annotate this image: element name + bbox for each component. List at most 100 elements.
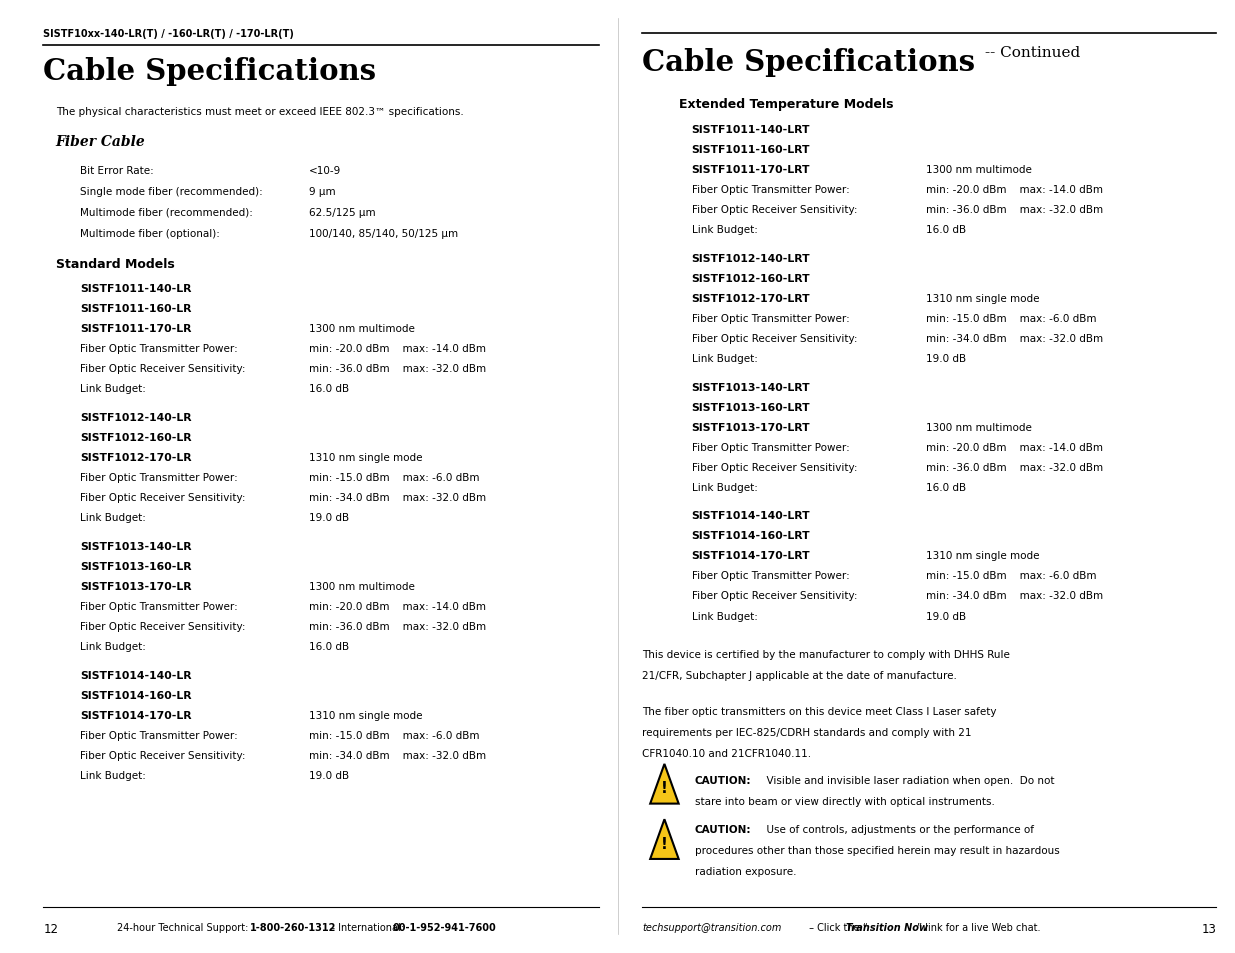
Text: SISTF1012-160-LR: SISTF1012-160-LR	[80, 433, 191, 442]
Text: SISTF1013-140-LRT: SISTF1013-140-LRT	[692, 382, 810, 392]
Text: SISTF1012-170-LR: SISTF1012-170-LR	[80, 453, 191, 462]
Text: 1300 nm multimode: 1300 nm multimode	[309, 581, 415, 591]
Text: 1310 nm single mode: 1310 nm single mode	[926, 551, 1040, 560]
Text: – International:: – International:	[327, 923, 408, 932]
Text: SISTF1012-140-LR: SISTF1012-140-LR	[80, 413, 191, 422]
Text: SISTF1011-140-LR: SISTF1011-140-LR	[80, 284, 191, 294]
Text: Link Budget:: Link Budget:	[80, 641, 146, 651]
Text: Bit Error Rate:: Bit Error Rate:	[80, 166, 154, 175]
Text: ” link for a live Web chat.: ” link for a live Web chat.	[916, 923, 1040, 932]
Text: Cable Specifications: Cable Specifications	[43, 57, 377, 86]
Text: – Click the “: – Click the “	[805, 923, 868, 932]
Text: 1310 nm single mode: 1310 nm single mode	[926, 294, 1040, 303]
Text: min: -34.0 dBm    max: -32.0 dBm: min: -34.0 dBm max: -32.0 dBm	[309, 493, 485, 502]
Text: min: -15.0 dBm    max: -6.0 dBm: min: -15.0 dBm max: -6.0 dBm	[926, 571, 1097, 580]
Text: 16.0 dB: 16.0 dB	[926, 482, 966, 492]
Text: 1300 nm multimode: 1300 nm multimode	[926, 165, 1032, 174]
Text: CFR1040.10 and 21CFR1040.11.: CFR1040.10 and 21CFR1040.11.	[642, 748, 811, 758]
Text: procedures other than those specified herein may result in hazardous: procedures other than those specified he…	[694, 845, 1060, 855]
Text: Link Budget:: Link Budget:	[692, 611, 757, 620]
Text: min: -36.0 dBm    max: -32.0 dBm: min: -36.0 dBm max: -32.0 dBm	[309, 364, 485, 374]
Text: 1300 nm multimode: 1300 nm multimode	[309, 324, 415, 334]
Text: Fiber Optic Receiver Sensitivity:: Fiber Optic Receiver Sensitivity:	[692, 205, 857, 214]
Text: SISTF1011-160-LR: SISTF1011-160-LR	[80, 304, 191, 314]
Text: min: -20.0 dBm    max: -14.0 dBm: min: -20.0 dBm max: -14.0 dBm	[926, 185, 1103, 194]
Text: SISTF1012-160-LRT: SISTF1012-160-LRT	[692, 274, 810, 283]
Text: Extended Temperature Models: Extended Temperature Models	[679, 98, 894, 112]
Text: Fiber Optic Receiver Sensitivity:: Fiber Optic Receiver Sensitivity:	[80, 493, 246, 502]
Text: requirements per IEC-825/CDRH standards and comply with 21: requirements per IEC-825/CDRH standards …	[642, 727, 972, 737]
Text: Fiber Optic Receiver Sensitivity:: Fiber Optic Receiver Sensitivity:	[80, 621, 246, 631]
Text: CAUTION:: CAUTION:	[694, 824, 751, 834]
Text: SISTF1014-170-LR: SISTF1014-170-LR	[80, 710, 191, 720]
Text: Link Budget:: Link Budget:	[692, 354, 757, 363]
Text: Fiber Optic Transmitter Power:: Fiber Optic Transmitter Power:	[692, 185, 850, 194]
Text: Cable Specifications: Cable Specifications	[642, 48, 976, 76]
Text: The fiber optic transmitters on this device meet Class I Laser safety: The fiber optic transmitters on this dev…	[642, 706, 997, 716]
Text: Link Budget:: Link Budget:	[80, 384, 146, 394]
Text: CAUTION:: CAUTION:	[694, 775, 751, 784]
Text: Fiber Optic Transmitter Power:: Fiber Optic Transmitter Power:	[692, 571, 850, 580]
Text: 1310 nm single mode: 1310 nm single mode	[309, 453, 422, 462]
Polygon shape	[650, 820, 679, 859]
Text: SISTF1011-170-LR: SISTF1011-170-LR	[80, 324, 191, 334]
Text: !: !	[661, 781, 668, 796]
Text: 12: 12	[43, 923, 58, 936]
Text: SISTF1014-140-LRT: SISTF1014-140-LRT	[692, 511, 810, 520]
Text: min: -20.0 dBm    max: -14.0 dBm: min: -20.0 dBm max: -14.0 dBm	[309, 344, 485, 354]
Text: !: !	[661, 836, 668, 851]
Text: 100/140, 85/140, 50/125 μm: 100/140, 85/140, 50/125 μm	[309, 229, 458, 238]
Text: Transition Now: Transition Now	[846, 923, 927, 932]
Text: SISTF1014-160-LRT: SISTF1014-160-LRT	[692, 531, 810, 540]
Text: 24-hour Technical Support:: 24-hour Technical Support:	[117, 923, 252, 932]
Text: Link Budget:: Link Budget:	[80, 513, 146, 522]
Text: Link Budget:: Link Budget:	[692, 482, 757, 492]
Text: radiation exposure.: radiation exposure.	[694, 866, 797, 876]
Text: SISTF1012-140-LRT: SISTF1012-140-LRT	[692, 253, 810, 263]
Text: Fiber Optic Transmitter Power:: Fiber Optic Transmitter Power:	[692, 442, 850, 452]
Text: 16.0 dB: 16.0 dB	[309, 641, 348, 651]
Text: The physical characteristics must meet or exceed IEEE 802.3™ specifications.: The physical characteristics must meet o…	[56, 107, 463, 116]
Text: SISTF1013-170-LRT: SISTF1013-170-LRT	[692, 422, 810, 432]
Text: min: -15.0 dBm    max: -6.0 dBm: min: -15.0 dBm max: -6.0 dBm	[309, 730, 479, 740]
Text: SISTF1013-160-LR: SISTF1013-160-LR	[80, 561, 191, 571]
Text: techsupport@transition.com: techsupport@transition.com	[642, 923, 782, 932]
Text: min: -20.0 dBm    max: -14.0 dBm: min: -20.0 dBm max: -14.0 dBm	[926, 442, 1103, 452]
Text: 16.0 dB: 16.0 dB	[309, 384, 348, 394]
Text: 19.0 dB: 19.0 dB	[926, 611, 966, 620]
Text: 1-800-260-1312: 1-800-260-1312	[249, 923, 336, 932]
Text: min: -34.0 dBm    max: -32.0 dBm: min: -34.0 dBm max: -32.0 dBm	[926, 334, 1103, 343]
Text: SISTF1011-170-LRT: SISTF1011-170-LRT	[692, 165, 810, 174]
Text: Standard Models: Standard Models	[56, 257, 174, 271]
Text: Fiber Optic Receiver Sensitivity:: Fiber Optic Receiver Sensitivity:	[692, 462, 857, 472]
Text: Single mode fiber (recommended):: Single mode fiber (recommended):	[80, 187, 263, 196]
Text: min: -36.0 dBm    max: -32.0 dBm: min: -36.0 dBm max: -32.0 dBm	[926, 462, 1103, 472]
Text: SISTF1013-140-LR: SISTF1013-140-LR	[80, 541, 191, 551]
Text: stare into beam or view directly with optical instruments.: stare into beam or view directly with op…	[694, 796, 994, 805]
Text: Fiber Optic Transmitter Power:: Fiber Optic Transmitter Power:	[80, 344, 238, 354]
Text: Visible and invisible laser radiation when open.  Do not: Visible and invisible laser radiation wh…	[760, 775, 1053, 784]
Text: <10-9: <10-9	[309, 166, 341, 175]
Text: SISTF1013-160-LRT: SISTF1013-160-LRT	[692, 402, 810, 412]
Text: 19.0 dB: 19.0 dB	[926, 354, 966, 363]
Text: SISTF1011-160-LRT: SISTF1011-160-LRT	[692, 145, 810, 154]
Text: Use of controls, adjustments or the performance of: Use of controls, adjustments or the perf…	[760, 824, 1034, 834]
Text: 1300 nm multimode: 1300 nm multimode	[926, 422, 1032, 432]
Text: SISTF10xx-140-LR(T) / -160-LR(T) / -170-LR(T): SISTF10xx-140-LR(T) / -160-LR(T) / -170-…	[43, 29, 294, 38]
Text: This device is certified by the manufacturer to comply with DHHS Rule: This device is certified by the manufact…	[642, 649, 1010, 659]
Text: SISTF1014-160-LR: SISTF1014-160-LR	[80, 690, 191, 700]
Text: Fiber Optic Transmitter Power:: Fiber Optic Transmitter Power:	[80, 730, 238, 740]
Text: min: -36.0 dBm    max: -32.0 dBm: min: -36.0 dBm max: -32.0 dBm	[926, 205, 1103, 214]
Text: Multimode fiber (optional):: Multimode fiber (optional):	[80, 229, 220, 238]
Text: SISTF1011-140-LRT: SISTF1011-140-LRT	[692, 125, 810, 134]
Text: Fiber Optic Transmitter Power:: Fiber Optic Transmitter Power:	[80, 601, 238, 611]
Text: SISTF1014-140-LR: SISTF1014-140-LR	[80, 670, 191, 679]
Text: min: -15.0 dBm    max: -6.0 dBm: min: -15.0 dBm max: -6.0 dBm	[309, 473, 479, 482]
Text: Fiber Cable: Fiber Cable	[56, 135, 146, 150]
Text: Fiber Optic Receiver Sensitivity:: Fiber Optic Receiver Sensitivity:	[80, 364, 246, 374]
Polygon shape	[650, 764, 679, 803]
Text: Multimode fiber (recommended):: Multimode fiber (recommended):	[80, 208, 253, 217]
Text: SISTF1014-170-LRT: SISTF1014-170-LRT	[692, 551, 810, 560]
Text: min: -34.0 dBm    max: -32.0 dBm: min: -34.0 dBm max: -32.0 dBm	[309, 750, 485, 760]
Text: min: -36.0 dBm    max: -32.0 dBm: min: -36.0 dBm max: -32.0 dBm	[309, 621, 485, 631]
